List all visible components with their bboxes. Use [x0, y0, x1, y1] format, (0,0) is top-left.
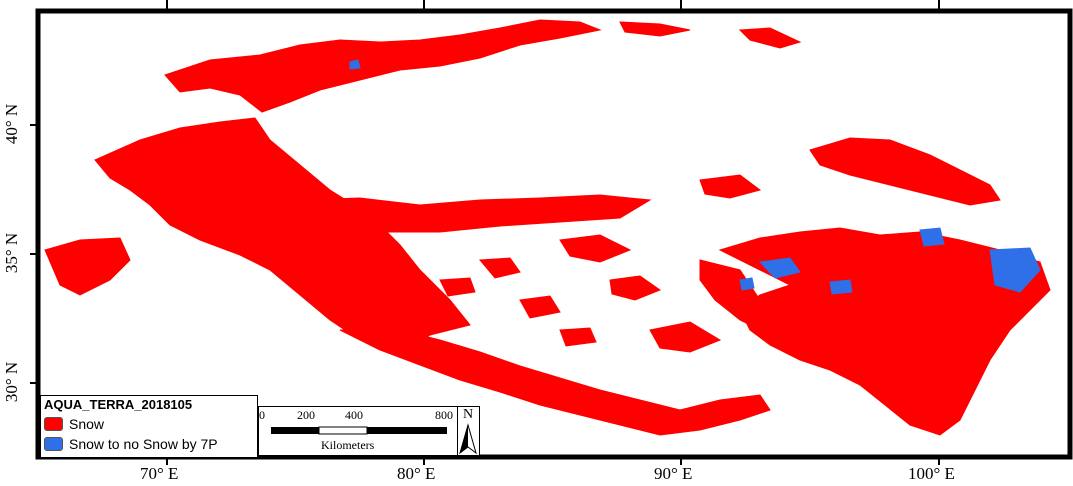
snow-region-nyenchen: [699, 259, 821, 351]
scale-tick-800: 800: [435, 408, 453, 422]
legend-item-transition: Snow to no Snow by 7P: [44, 436, 218, 452]
transition-patch-4: [349, 59, 361, 70]
lat-label-40: 40° N: [2, 103, 22, 145]
transition-patch-5: [829, 279, 853, 295]
snow-patch-3: [478, 257, 521, 279]
legend-label-transition: Snow to no Snow by 7P: [69, 436, 218, 452]
lon-label-80: 80° E: [397, 464, 436, 483]
scale-bar-graphic: [271, 426, 447, 435]
snow-region-tianshan: [164, 19, 602, 113]
north-arrow: N: [457, 406, 480, 456]
legend-title: AQUA_TERRA_2018105: [44, 397, 193, 412]
legend-swatch-transition: [44, 437, 63, 451]
lon-label-100: 100° E: [908, 464, 955, 483]
legend-label-snow: Snow: [69, 416, 105, 432]
snow-region-north-east: [738, 27, 802, 49]
snow-region-karakoram: [94, 117, 471, 351]
lat-label-35: 35° N: [2, 232, 22, 274]
snow-patch-2: [609, 275, 662, 301]
scale-tick-200: 200: [297, 408, 315, 422]
snow-regions: [44, 19, 1051, 436]
snow-patch-6: [699, 174, 762, 199]
north-arrow-label: N: [463, 407, 474, 422]
transition-regions: [349, 59, 1041, 295]
lon-label-70: 70° E: [140, 464, 179, 483]
snow-patch-5: [519, 295, 561, 319]
transition-patch-3: [919, 227, 945, 247]
legend-item-snow: Snow: [44, 416, 104, 432]
transition-patch-1: [758, 257, 801, 279]
scale-unit: Kilometers: [321, 438, 375, 452]
snow-region-qilian: [809, 137, 1001, 206]
snow-patch-8: [879, 374, 931, 411]
north-arrow-icon: [459, 423, 477, 455]
frame-ticks: [30, 0, 940, 465]
snow-region-himalaya: [339, 329, 771, 436]
scale-tick-0: 0: [259, 408, 265, 422]
scale-bar: 0 200 400 800 Kilometers: [258, 406, 458, 456]
snow-patch-9: [559, 327, 597, 347]
legend-swatch-snow: [44, 417, 63, 431]
lat-label-30: 30° N: [2, 361, 22, 403]
transition-patch-2: [989, 247, 1041, 293]
scale-tick-400: 400: [345, 408, 363, 422]
snow-patch-7: [439, 277, 476, 297]
snow-region-kunlun: [298, 194, 652, 233]
snow-patch-4: [649, 321, 722, 353]
map-legend: AQUA_TERRA_2018105 Snow Snow to no Snow …: [40, 395, 258, 458]
snow-region-tianshan-east: [619, 21, 691, 37]
snow-patch-1: [559, 234, 632, 263]
snow-region-west: [44, 237, 131, 296]
transition-patch-6: [739, 277, 755, 291]
lon-label-90: 90° E: [654, 464, 693, 483]
